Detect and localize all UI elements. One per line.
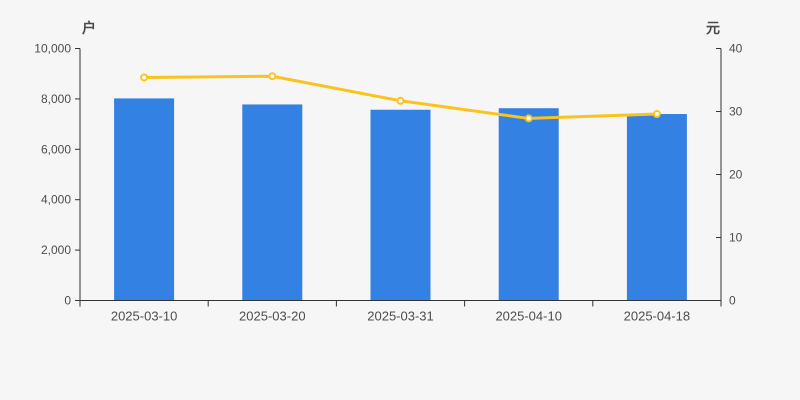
right-axis-tick-label: 30 [729,105,743,119]
left-axis-tick-label: 0 [64,294,71,308]
left-axis-tick-label: 10,000 [34,42,71,56]
left-axis-tick-label: 6,000 [41,142,71,156]
right-axis-tick-label: 10 [729,231,743,245]
left-axis-tick-label: 8,000 [41,92,71,106]
x-axis-category-label: 2025-03-10 [111,309,178,324]
line-point-2025-03-10[interactable] [140,73,149,82]
x-axis-category-label: 2025-03-31 [367,309,434,324]
x-axis-category-label: 2025-04-10 [495,309,562,324]
bar-2025-04-10[interactable] [498,108,559,301]
bar-2025-03-31[interactable] [370,109,431,301]
x-axis-category-label: 2025-04-18 [624,309,691,324]
line-point-2025-03-31[interactable] [396,96,405,105]
right-axis-tick-label: 20 [729,168,743,182]
line-point-2025-04-18[interactable] [652,110,661,119]
line-point-2025-04-10[interactable] [524,114,533,123]
right-axis-tick-label: 0 [729,294,736,308]
right-axis-name: 元 [706,20,720,36]
left-axis-tick-label: 2,000 [41,243,71,257]
bar-2025-04-18[interactable] [626,114,687,301]
line-point-2025-03-20[interactable] [268,72,277,81]
left-axis-name: 户 [82,20,96,36]
right-axis-tick-label: 40 [729,42,743,56]
left-axis-tick-label: 4,000 [41,193,71,207]
bar-2025-03-20[interactable] [242,104,303,301]
x-axis-category-label: 2025-03-20 [239,309,306,324]
bar-2025-03-10[interactable] [114,98,175,301]
